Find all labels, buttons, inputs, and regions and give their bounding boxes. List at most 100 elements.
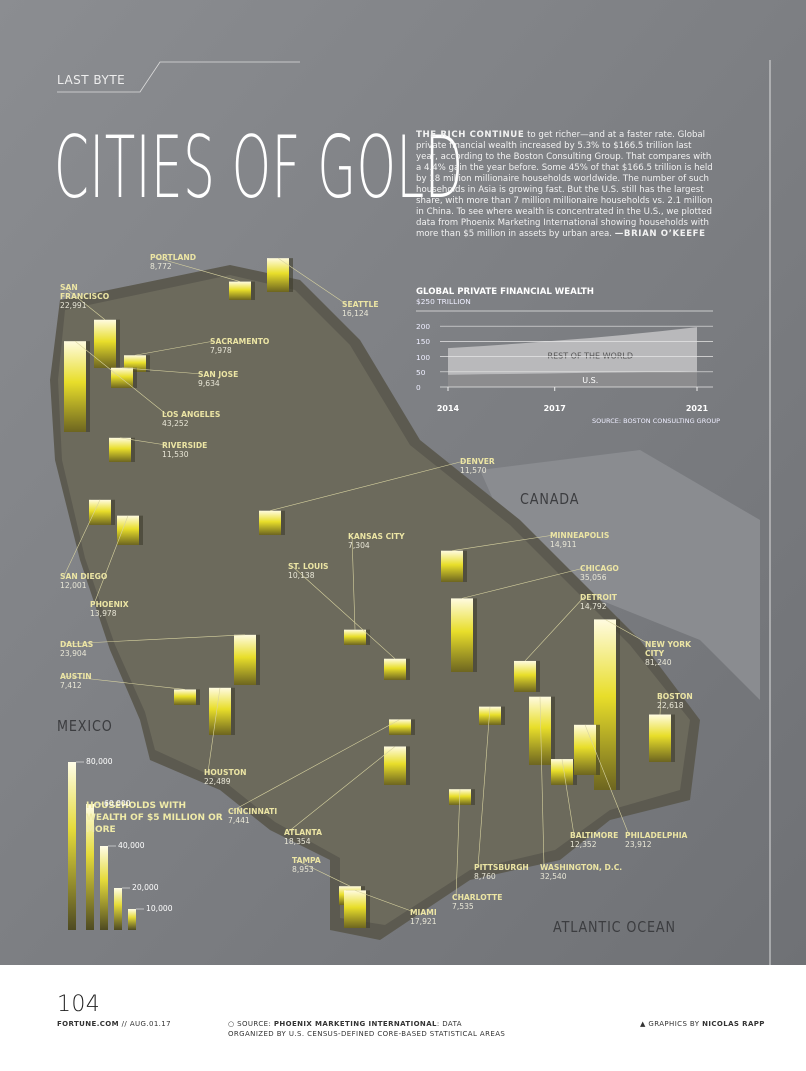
city-spike: [267, 258, 289, 292]
body: to get richer—and at a faster rate. Glob…: [416, 130, 713, 239]
city-label: SEATTLE 16,124: [342, 300, 379, 318]
city-label: DETROIT 14,792: [580, 593, 617, 611]
city-label: ST. LOUIS 10,138: [288, 562, 329, 580]
x-tick-label: 2017: [544, 404, 566, 413]
city-value: 8,953: [292, 865, 314, 874]
city-name: LOS ANGELES: [162, 410, 221, 419]
leader-line: [539, 696, 545, 868]
city-spike: [344, 629, 366, 645]
city-name: CHICAGO: [580, 564, 619, 573]
city-value: 18,354: [284, 837, 311, 846]
leader-line: [477, 706, 491, 868]
leader-line: [231, 719, 401, 812]
area: [448, 327, 697, 375]
city-name: DENVER: [460, 457, 495, 466]
city-name: BALTIMORE: [570, 831, 619, 840]
city-name: CHARLOTTE: [452, 893, 503, 902]
city-spike: [344, 890, 366, 928]
city-spike: [94, 319, 116, 368]
leader-line: [63, 499, 101, 577]
y-tick-label: $250 TRILLION: [416, 297, 471, 306]
city-label: SAN DIEGO 12,001: [60, 572, 107, 590]
chart-title: GLOBAL PRIVATE FINANCIAL WEALTH: [416, 287, 594, 297]
region-label: CANADA: [520, 490, 580, 508]
y-tick-label: 150: [416, 337, 431, 347]
leader-line: [74, 340, 167, 415]
city-name: KANSAS CITY: [348, 532, 405, 541]
area: [448, 371, 697, 387]
leader-line: [93, 515, 129, 605]
city-label: SACRAMENTO 7,978: [210, 337, 269, 355]
city-value: 32,540: [540, 872, 567, 881]
city-name: RIVERSIDE: [162, 441, 208, 450]
city-spike: [89, 499, 111, 525]
city-spike: [229, 281, 251, 300]
city-spike: [384, 658, 406, 680]
city-name: WASHINGTON, D.C.: [540, 863, 623, 872]
city-name: SACRAMENTO: [210, 337, 270, 346]
leader-line: [524, 596, 585, 662]
leader-line: [63, 634, 246, 645]
credit-name: NICOLAS RAPP: [702, 1020, 765, 1028]
legend-bar: [114, 888, 122, 930]
city-spike: [574, 724, 596, 775]
city-name: BOSTON: [657, 692, 693, 701]
x-tick-label: 2014: [437, 404, 460, 413]
city-value: 22,489: [204, 777, 231, 786]
city-name: TAMPA: [292, 856, 321, 865]
city-name: NEW YORK CITY: [645, 640, 691, 658]
city-name: DETROIT: [580, 593, 617, 602]
footer-credit: ▲ GRAPHICS BY NICOLAS RAPP: [640, 1020, 765, 1028]
city-value: 23,904: [60, 649, 87, 658]
leader-line: [604, 619, 650, 645]
leader-line: [121, 367, 203, 375]
region-label: ATLANTIC OCEAN: [553, 918, 676, 936]
city-label: TAMPA 8,953: [292, 856, 321, 874]
city-value: 35,056: [580, 573, 607, 582]
leader-line: [63, 675, 186, 690]
city-name: PHOENIX: [90, 600, 129, 609]
city-value: 11,570: [460, 466, 487, 475]
article: THE RICH CONTINUE to get richer—and at a…: [416, 130, 716, 240]
city-value: 8,772: [150, 262, 172, 271]
leader-line: [63, 286, 106, 320]
series-label: REST OF THE WORLD: [548, 351, 633, 360]
byline: —BRIAN O’KEEFE: [614, 229, 706, 239]
city-name: MIAMI: [410, 908, 437, 917]
city-spike: [109, 437, 131, 462]
city-spike: [551, 759, 573, 785]
city-name: PORTLAND: [150, 253, 197, 262]
date: // AUG.01.17: [121, 1020, 172, 1028]
city-label: PHOENIX 13,978: [90, 600, 129, 618]
city-value: 7,412: [60, 681, 82, 690]
city-value: 16,124: [342, 309, 369, 318]
leader-line: [291, 565, 396, 659]
city-label: CHICAGO 35,056: [580, 564, 619, 582]
city-name: DALLAS: [60, 640, 94, 649]
city-label: SAN JOSE 9,634: [198, 370, 238, 388]
city-value: 7,978: [210, 346, 232, 355]
leader-line: [659, 695, 662, 715]
legend-bar: [128, 909, 136, 930]
page-number: 104: [57, 992, 101, 1017]
series-label: U.S.: [582, 376, 598, 385]
city-value: 17,921: [410, 917, 437, 926]
city-value: 10,138: [288, 571, 315, 580]
leader-line: [461, 567, 585, 599]
leader-line: [277, 257, 347, 305]
city-spike: [174, 689, 196, 705]
city-spike: [384, 746, 406, 785]
leader-line: [287, 746, 396, 833]
city-label: AUSTIN 7,412: [60, 672, 92, 690]
city-label: WASHINGTON, D.C. 32,540: [540, 863, 622, 881]
city-spike: [514, 660, 536, 692]
legend-bar: [100, 846, 108, 930]
legend-label: 10,000: [146, 904, 173, 913]
city-label: ATLANTA 18,354: [284, 828, 322, 846]
leader-line: [119, 437, 167, 446]
footer-source: ○ SOURCE: PHOENIX MARKETING INTERNATIONA…: [228, 1020, 506, 1038]
city-spike: [234, 634, 256, 685]
canada: [480, 450, 760, 700]
